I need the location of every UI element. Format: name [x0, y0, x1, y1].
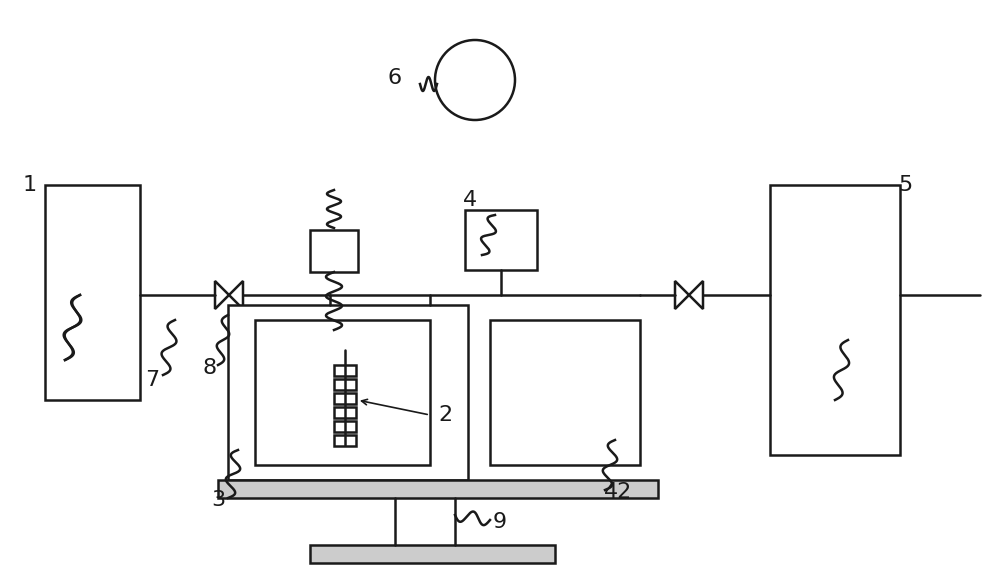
Bar	[465, 210, 537, 270]
Bar	[334, 435, 356, 446]
Polygon shape	[675, 281, 689, 309]
Bar	[310, 230, 358, 272]
Polygon shape	[229, 281, 243, 309]
Polygon shape	[215, 281, 229, 309]
Bar	[334, 393, 356, 404]
Text: 4: 4	[463, 190, 477, 210]
Bar	[334, 379, 356, 390]
Text: 2: 2	[438, 405, 452, 425]
Bar	[334, 421, 356, 432]
Text: 8: 8	[203, 358, 217, 378]
Polygon shape	[689, 281, 703, 309]
Text: 5: 5	[898, 175, 912, 195]
Text: 9: 9	[493, 512, 507, 532]
Bar	[770, 185, 900, 455]
Text: 3: 3	[211, 490, 225, 510]
Text: 7: 7	[145, 370, 159, 390]
Text: 42: 42	[604, 482, 632, 502]
Bar	[334, 407, 356, 418]
Text: 1: 1	[23, 175, 37, 195]
Text: 6: 6	[388, 68, 402, 88]
Bar	[255, 320, 430, 465]
Bar	[310, 545, 555, 563]
Bar	[334, 365, 356, 376]
Bar	[45, 185, 140, 400]
Bar	[218, 480, 658, 498]
Bar	[490, 320, 640, 465]
Bar	[228, 305, 468, 480]
